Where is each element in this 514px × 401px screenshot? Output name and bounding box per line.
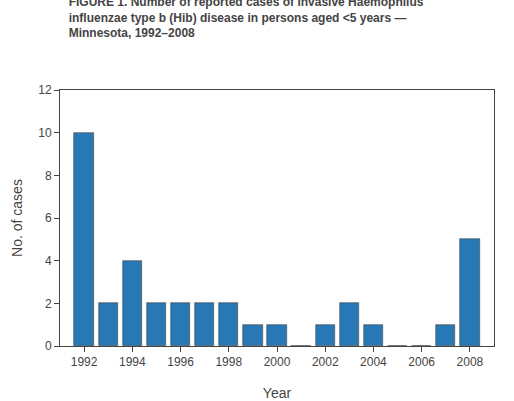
svg-text:1994: 1994 bbox=[119, 355, 146, 369]
svg-text:12: 12 bbox=[38, 83, 52, 97]
svg-text:2000: 2000 bbox=[264, 355, 291, 369]
svg-text:6: 6 bbox=[45, 211, 52, 225]
svg-text:2004: 2004 bbox=[360, 355, 387, 369]
svg-text:1996: 1996 bbox=[167, 355, 194, 369]
svg-text:2006: 2006 bbox=[408, 355, 435, 369]
svg-text:2: 2 bbox=[45, 297, 52, 311]
svg-text:1998: 1998 bbox=[215, 355, 242, 369]
svg-text:1992: 1992 bbox=[71, 355, 98, 369]
svg-text:FIGURE 1. Number of reported c: FIGURE 1. Number of reported cases of in… bbox=[69, 0, 424, 40]
svg-text:0: 0 bbox=[45, 339, 52, 353]
svg-text:2002: 2002 bbox=[312, 355, 339, 369]
svg-text:No. of cases: No. of cases bbox=[9, 179, 25, 257]
svg-text:2008: 2008 bbox=[457, 355, 484, 369]
svg-text:8: 8 bbox=[45, 169, 52, 183]
svg-text:Year: Year bbox=[263, 385, 292, 401]
svg-text:4: 4 bbox=[45, 254, 52, 268]
svg-text:10: 10 bbox=[38, 126, 52, 140]
